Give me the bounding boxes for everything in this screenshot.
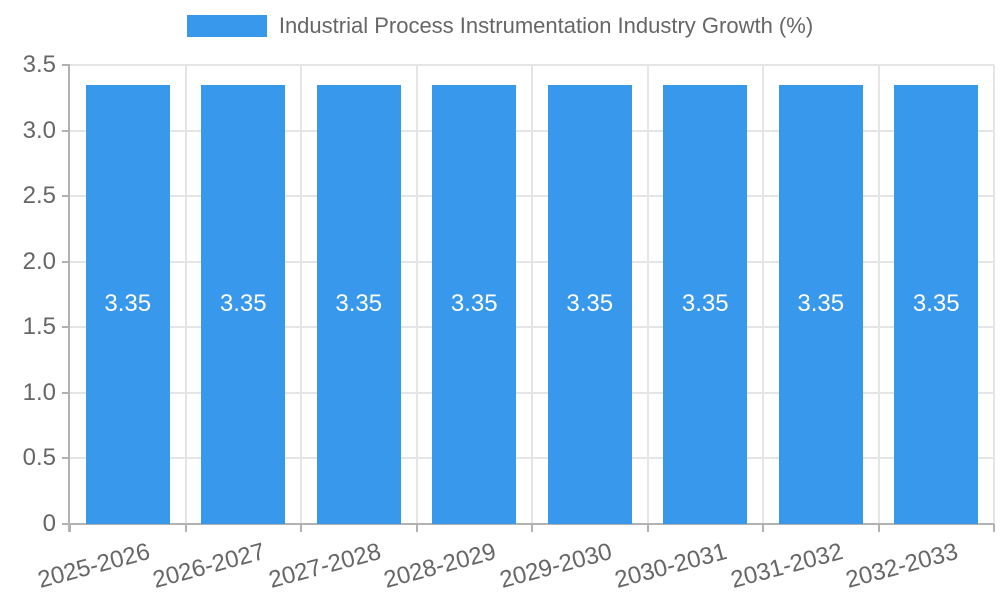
bar: 3.35 <box>778 84 863 524</box>
y-axis-line <box>68 65 70 532</box>
chart-legend[interactable]: Industrial Process Instrumentation Indus… <box>0 0 1000 52</box>
gridline-vertical <box>646 65 649 524</box>
bar-value-label: 3.35 <box>912 290 960 318</box>
bar-value-label: 3.35 <box>104 290 152 318</box>
y-tick-mark <box>62 260 70 263</box>
bar-value-label: 3.35 <box>219 290 267 318</box>
bar-value-label: 3.35 <box>566 290 614 318</box>
y-tick-mark <box>62 391 70 394</box>
bar: 3.35 <box>663 84 748 524</box>
y-tick-mark <box>62 129 70 132</box>
gridline-vertical <box>184 65 187 524</box>
gridline-vertical <box>877 65 880 524</box>
y-tick-mark <box>62 64 70 66</box>
y-tick-label: 0 <box>42 510 56 537</box>
x-tick-label: 2030-2031 <box>612 538 731 594</box>
y-tick-mark <box>62 457 70 460</box>
x-tick-mark <box>762 524 764 532</box>
y-tick-label: 2.5 <box>22 182 56 210</box>
gridline-vertical <box>762 65 764 524</box>
x-tick-mark <box>415 524 418 532</box>
x-tick-label: 2026-2027 <box>150 538 269 594</box>
gridline-vertical <box>415 65 418 524</box>
y-tick-label: 3.0 <box>22 116 56 144</box>
bar: 3.35 <box>894 84 979 524</box>
x-tick-label: 2029-2030 <box>496 538 615 594</box>
x-tick-label: 2025-2026 <box>34 538 153 594</box>
x-tick-mark <box>877 524 880 532</box>
gridline-vertical <box>531 65 533 524</box>
y-tick-label: 2.0 <box>22 247 56 275</box>
x-tick-label: 2032-2033 <box>843 538 962 594</box>
gridline-vertical <box>300 65 302 524</box>
bar: 3.35 <box>201 84 286 524</box>
bar: 3.35 <box>547 84 632 524</box>
x-tick-label: 2027-2028 <box>265 538 384 594</box>
bar-value-label: 3.35 <box>335 290 383 318</box>
x-tick-mark <box>300 524 302 532</box>
y-tick-label: 1.0 <box>22 378 56 406</box>
x-tick-label: 2028-2029 <box>381 538 500 594</box>
bar-value-label: 3.35 <box>797 290 845 318</box>
x-tick-mark <box>69 524 71 532</box>
y-tick-label: 0.5 <box>22 444 56 472</box>
y-tick-label: 3.5 <box>22 51 56 78</box>
y-tick-mark <box>62 326 70 329</box>
bar: 3.35 <box>85 84 170 524</box>
legend-label: Industrial Process Instrumentation Indus… <box>278 13 814 38</box>
bar-value-label: 3.35 <box>450 290 498 318</box>
x-tick-label: 2031-2032 <box>727 538 846 594</box>
bar-value-label: 3.35 <box>681 290 729 318</box>
bar: 3.35 <box>316 84 401 524</box>
x-axis-line <box>62 523 994 525</box>
y-tick-label: 1.5 <box>22 313 56 341</box>
x-tick-mark <box>531 524 533 532</box>
bar: 3.35 <box>432 84 517 524</box>
gridline-vertical <box>993 65 995 524</box>
x-tick-mark <box>646 524 649 532</box>
legend-swatch <box>186 15 267 37</box>
y-tick-mark <box>62 195 70 198</box>
x-tick-mark <box>993 524 995 532</box>
x-tick-mark <box>184 524 187 532</box>
